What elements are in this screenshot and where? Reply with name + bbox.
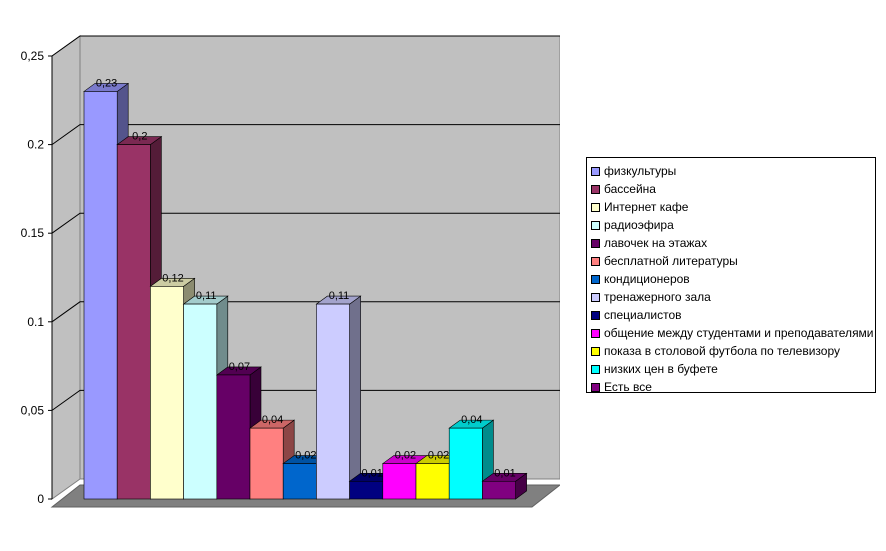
legend-swatch (591, 382, 600, 392)
data-label: 0,04 (262, 414, 283, 426)
legend-swatch (591, 184, 600, 194)
data-label: 0,11 (196, 290, 217, 302)
legend-swatch (591, 292, 600, 302)
y-tick-label: 0,05 (21, 403, 45, 417)
legend-item: Интернет кафе (591, 198, 875, 216)
legend-swatch (591, 310, 600, 320)
legend-label: общение между студентами и преподавателя… (604, 326, 874, 340)
bar (315, 295, 362, 500)
legend-item: лавочек на этажах (591, 234, 875, 252)
legend-label: Интернет кафе (604, 200, 689, 214)
bar-front (83, 91, 118, 500)
bar-front (116, 144, 151, 500)
bar-front (482, 480, 516, 500)
legend-swatch (591, 166, 600, 176)
legend-item: радиоэфира (591, 216, 875, 234)
bar (481, 472, 528, 500)
legend-label: бассейна (604, 182, 656, 196)
bar-front (448, 427, 483, 500)
legend-item: бассейна (591, 180, 875, 198)
data-label: 0,01 (494, 467, 515, 479)
legend-swatch (591, 274, 600, 284)
y-tick-label: 0 (37, 492, 44, 506)
bar-front (282, 463, 317, 500)
y-tick-label: 0,25 (21, 49, 45, 63)
legend-label: специалистов (604, 308, 682, 322)
legend-item: общение между студентами и преподавателя… (591, 324, 875, 342)
legend-item: тренажерного зала (591, 288, 875, 306)
legend-label: Есть все (604, 380, 652, 394)
legend-swatch (591, 328, 600, 338)
y-tick-label: 0.15 (21, 226, 45, 240)
data-label: 0,02 (428, 450, 449, 462)
legend-item: низких цен в буфете (591, 360, 875, 378)
data-label: 0,23 (96, 77, 117, 89)
data-label: 0,01 (361, 467, 382, 479)
side-wall (51, 35, 81, 500)
y-tick-label: 0.1 (27, 315, 44, 329)
bars (83, 82, 528, 500)
legend-label: низких цен в буфете (604, 362, 718, 376)
legend-label: радиоэфира (604, 218, 674, 232)
y-axis-ticks: 0 0,05 0.1 0.15 0.2 0,25 (21, 49, 53, 506)
bar-chart: 00,050.10.150.20,25 0,230,20,120,110,070… (21, 35, 560, 508)
data-label: 0,2 (132, 131, 147, 143)
data-label: 0,02 (295, 450, 316, 462)
gridlines (51, 35, 560, 411)
legend-label: тренажерного зала (604, 290, 711, 304)
gridline (51, 389, 560, 411)
bar-front (349, 480, 384, 500)
data-label: 0,12 (162, 272, 183, 284)
data-label: 0,04 (461, 414, 482, 426)
legend-swatch (591, 238, 600, 248)
legend-label: лавочек на этажах (604, 236, 708, 250)
legend-swatch (591, 364, 600, 374)
bar-front (216, 374, 251, 500)
y-tick-label: 0.2 (27, 138, 44, 152)
legend-item: бесплатной литературы (591, 252, 875, 270)
legend-label: бесплатной литературы (604, 254, 738, 268)
legend: физкультуры бассейна Интернет кафе радиоэфи… (586, 157, 876, 396)
legend-item: Есть все (591, 378, 875, 396)
bar-front (382, 463, 417, 500)
bar-front (316, 303, 350, 500)
data-label: 0,02 (395, 450, 416, 462)
legend-item: специалистов (591, 306, 875, 324)
bar-front (183, 303, 218, 500)
legend-swatch (591, 346, 600, 356)
gridline (51, 124, 560, 146)
gridline (51, 212, 560, 234)
bar-front (150, 286, 184, 500)
data-label: 0,11 (329, 290, 350, 302)
gridline (51, 35, 560, 57)
legend-swatch (591, 256, 600, 266)
bar-front (415, 463, 450, 500)
data-label: 0,07 (229, 361, 250, 373)
data-labels: 0,23 0,2 0,12 0,11 0,07 0,04 0,02 0,11 0,01 0,02 0… (96, 77, 516, 479)
legend-label: показа в столовой футбола по телевизору (604, 344, 840, 358)
gridline (51, 301, 560, 323)
legend-swatch (591, 220, 600, 230)
legend-label: физкультуры (604, 164, 677, 178)
legend-item: физкультуры (591, 162, 875, 180)
legend-swatch (591, 202, 600, 212)
bar-side (349, 295, 361, 500)
legend-item: кондиционеров (591, 270, 875, 288)
bar-front (249, 427, 284, 500)
legend-item: показа в столовой футбола по телевизору (591, 342, 875, 360)
legend-label: кондиционеров (604, 272, 690, 286)
